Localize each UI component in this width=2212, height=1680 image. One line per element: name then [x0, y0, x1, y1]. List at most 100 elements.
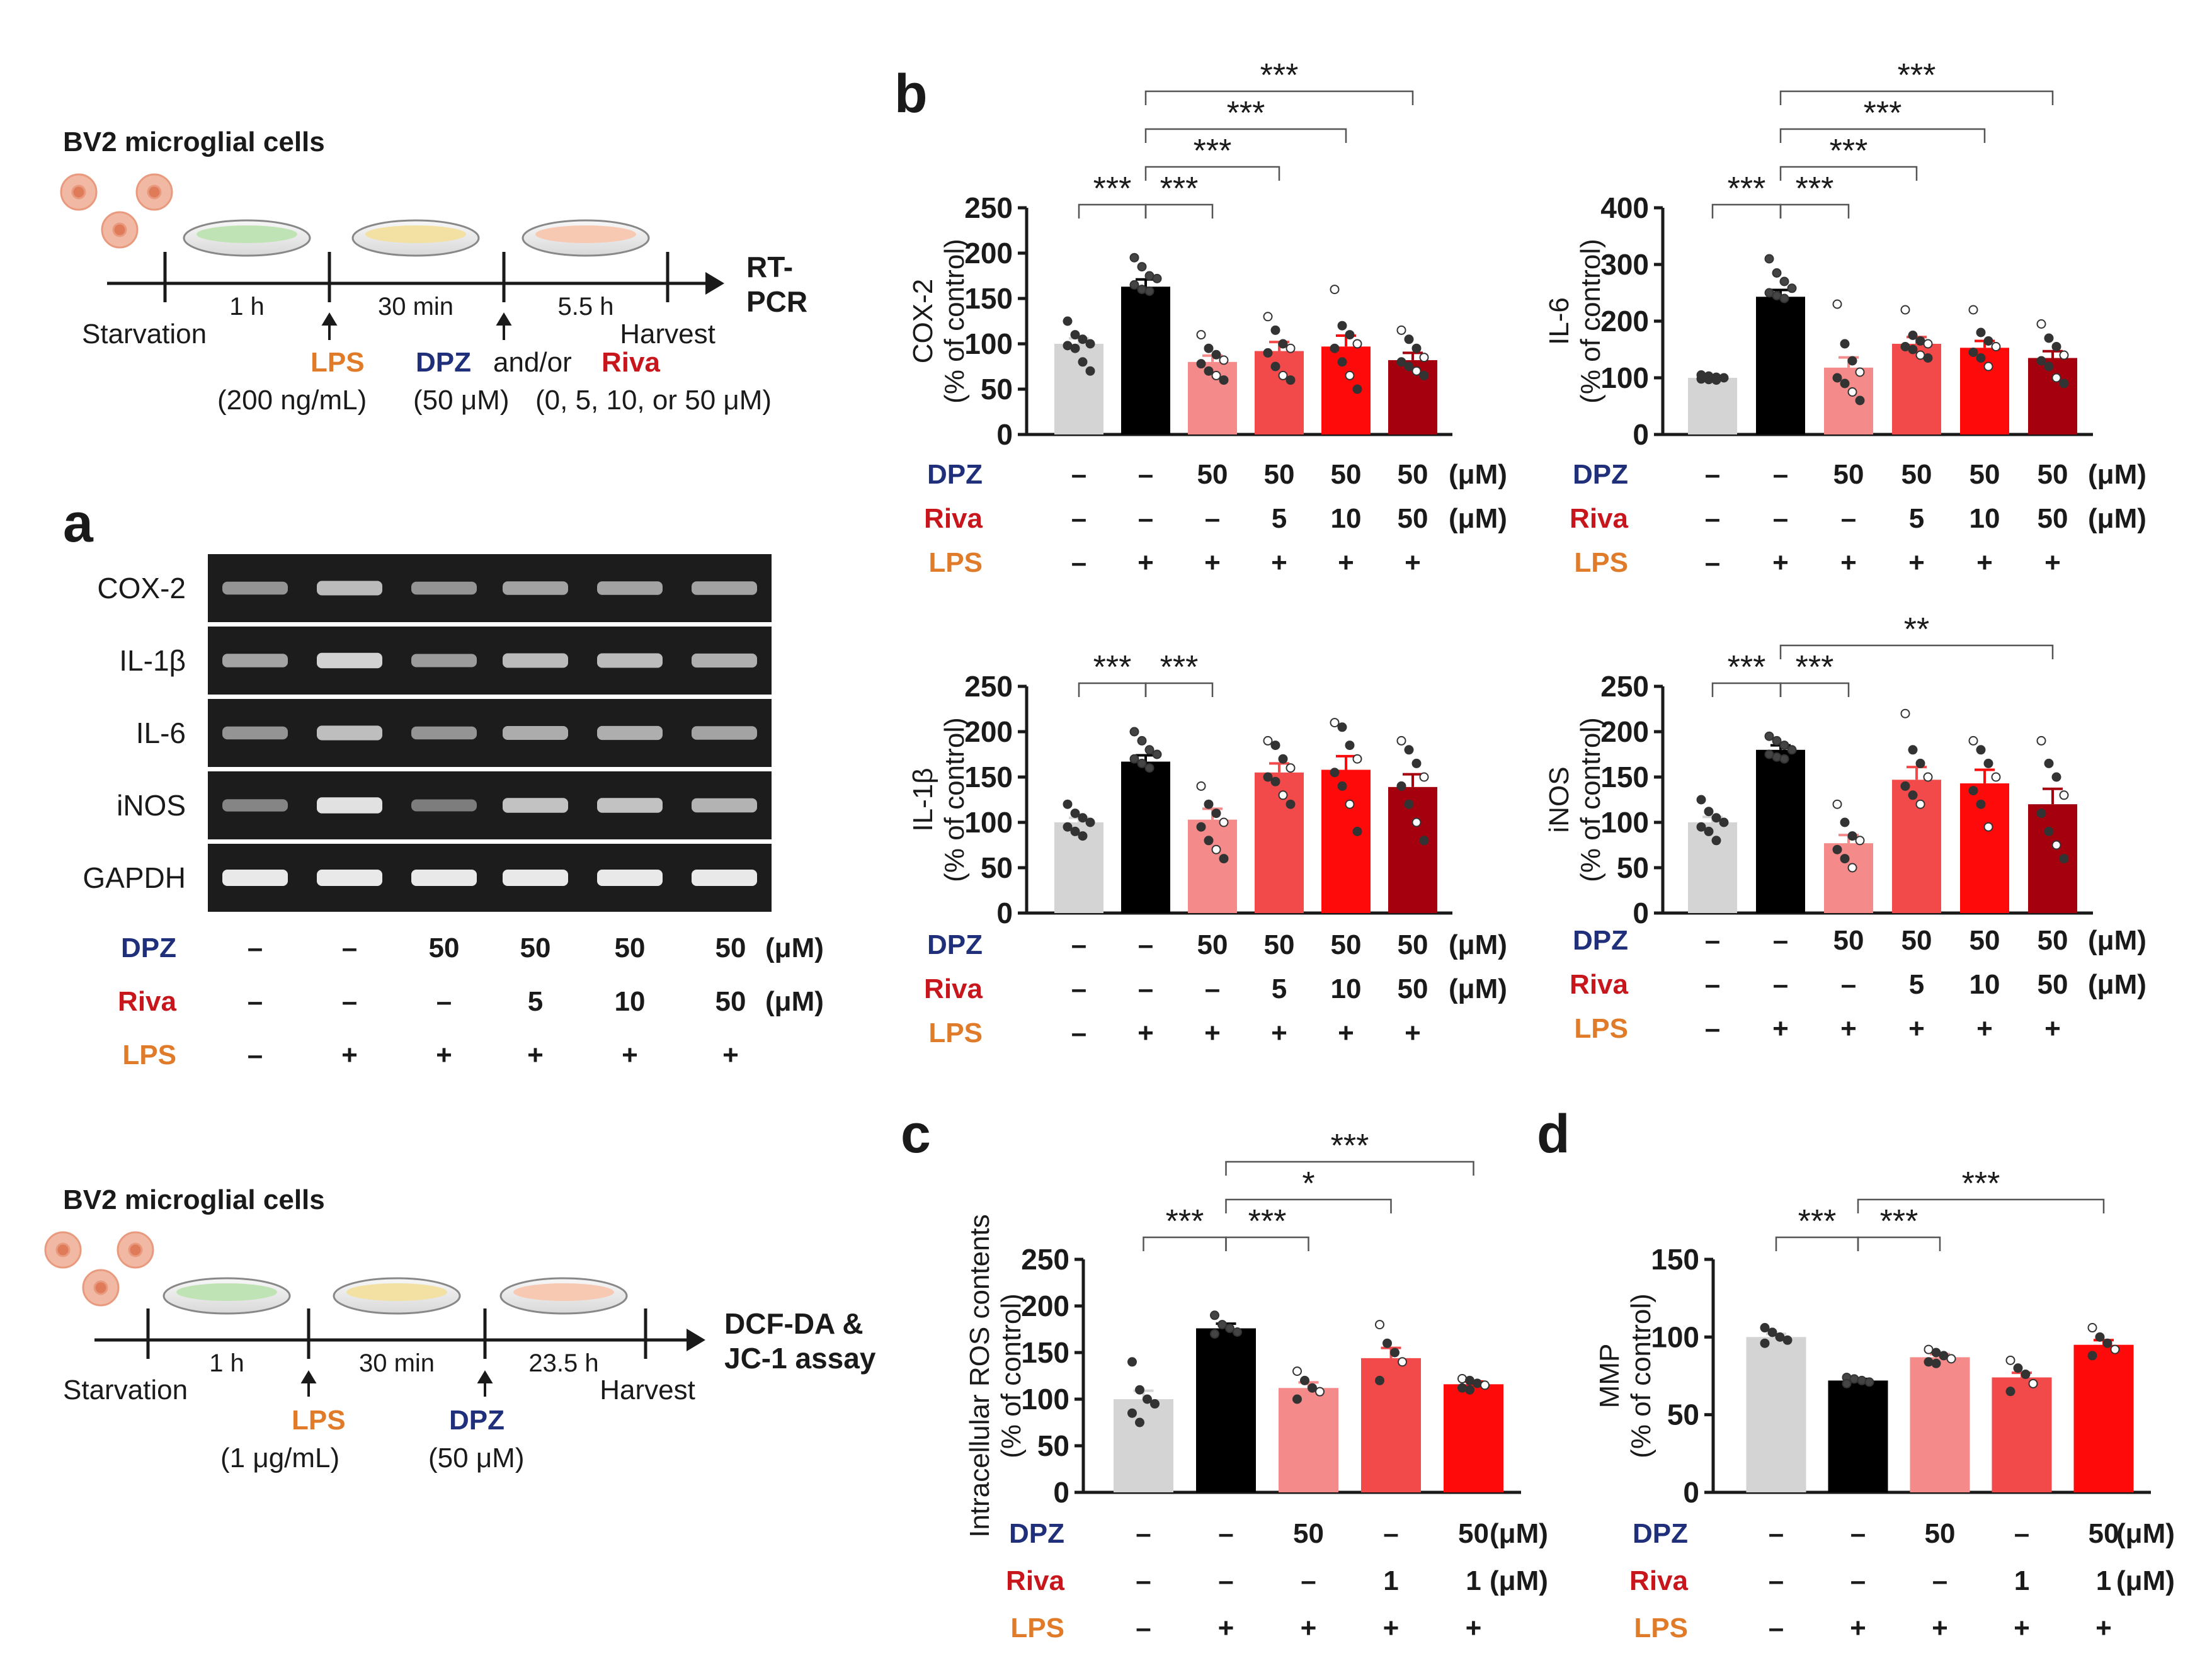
riva-cell: –	[1769, 1565, 1784, 1596]
y-tick-label: 400	[1600, 191, 1649, 224]
lps-cell: +	[2014, 1613, 2030, 1643]
dpz-cell: 50	[1264, 929, 1295, 960]
data-point	[1070, 343, 1080, 353]
schema-top-title: BV2 microglial cells	[63, 127, 325, 157]
sig-bracket	[1225, 1161, 1474, 1176]
data-point	[1196, 359, 1206, 369]
gel-band	[503, 653, 568, 668]
data-point	[1144, 745, 1154, 755]
y-tick-label: 250	[1021, 1243, 1069, 1276]
lps-label: LPS	[311, 347, 365, 378]
data-point	[1908, 331, 1918, 340]
data-point	[1337, 781, 1347, 791]
riva-cell: 5	[1272, 503, 1287, 534]
dpz-cell: –	[248, 933, 263, 963]
riva-cell: 1	[1466, 1565, 1481, 1596]
data-point	[1270, 361, 1280, 372]
riva-cell: 10	[1970, 969, 2000, 1000]
riva-cell: 5	[1909, 969, 1924, 1000]
lps-cell: –	[1136, 1613, 1151, 1643]
data-point	[1196, 781, 1206, 791]
dpz-label: DPZ	[449, 1405, 505, 1436]
data-point	[1127, 1408, 1137, 1418]
sig-label: ***	[1166, 1203, 1204, 1240]
data-point	[1779, 754, 1789, 764]
dpz-cell: 50	[1293, 1518, 1324, 1549]
sig-label: ***	[1093, 171, 1132, 207]
dpz-unit: (μM)	[1449, 929, 1507, 960]
data-point	[1832, 799, 1842, 809]
data-point	[1063, 799, 1073, 809]
data-point	[1337, 357, 1347, 367]
data-point	[1330, 718, 1340, 728]
dpz-row-label: DPZ	[1009, 1518, 1064, 1549]
lps-cell: +	[1908, 1013, 1925, 1044]
gel-row-label: iNOS	[117, 789, 186, 822]
y-tick-label: 0	[996, 897, 1013, 929]
culture-dish-icon	[183, 219, 650, 257]
arrow-up-icon	[321, 312, 512, 340]
lps-cell: –	[1705, 547, 1720, 578]
gel-band	[503, 798, 568, 813]
data-point	[1411, 366, 1422, 376]
gel-band	[411, 581, 477, 595]
data-point	[1129, 280, 1139, 290]
riva-cell: –	[1932, 1565, 1947, 1596]
sig-bracket	[1779, 682, 1850, 697]
data-point	[1396, 735, 1406, 746]
lps-cell: +	[1137, 1018, 1154, 1048]
riva-unit: (μM)	[1449, 503, 1507, 534]
lps-cell: +	[722, 1040, 739, 1070]
data-point	[2051, 342, 2061, 351]
lps-cell: –	[1705, 1013, 1720, 1044]
riva-row-label: Riva	[1570, 503, 1628, 534]
riva-cell: –	[1301, 1565, 1316, 1596]
dpz-unit: (μM)	[1490, 1518, 1548, 1549]
dpz-cell: –	[1071, 929, 1086, 960]
sig-label: ***	[1898, 57, 1936, 94]
bar	[1188, 819, 1237, 913]
riva-cell: –	[1705, 503, 1720, 534]
dpz-cell: 50	[1925, 1518, 1956, 1549]
lps-row-label: LPS	[928, 1018, 983, 1048]
riva-cell: 1	[2014, 1565, 2029, 1596]
dpz-cell: –	[1383, 1518, 1398, 1549]
data-point	[1847, 387, 1857, 397]
y-tick-label: 50	[1037, 1429, 1069, 1462]
gel-band	[692, 798, 757, 813]
gel-band	[411, 799, 477, 812]
data-point	[1976, 799, 1986, 809]
data-point	[1135, 1385, 1144, 1395]
data-point	[1991, 772, 2001, 782]
bar	[1992, 1377, 2052, 1492]
data-point	[1847, 356, 1857, 366]
sig-bracket	[1144, 90, 1414, 105]
riva-row-label: Riva	[118, 986, 176, 1017]
data-point	[1352, 754, 1362, 764]
data-point	[1278, 790, 1288, 800]
lps-cell: +	[1772, 547, 1789, 578]
dpz-cell: 50	[1197, 459, 1228, 490]
bar	[1892, 344, 1941, 434]
data-point	[1779, 276, 1789, 287]
gel-band	[222, 581, 288, 595]
duration-2: 30 min	[378, 293, 453, 321]
schema-top: BV2 microglial cells 1 h 30 min 5.5 h St…	[60, 127, 807, 416]
lps-row-label: LPS	[1574, 547, 1628, 578]
gel-row-label: COX-2	[97, 572, 186, 604]
data-point	[1908, 790, 1918, 800]
data-point	[1345, 330, 1355, 340]
data-point	[1968, 786, 1978, 796]
data-point	[1263, 312, 1273, 322]
data-point	[1465, 1385, 1474, 1395]
sig-label: ***	[1796, 171, 1834, 207]
data-point	[1219, 375, 1229, 385]
data-point	[1915, 799, 1925, 809]
data-point	[1225, 1324, 1234, 1334]
gel-band	[692, 653, 757, 668]
data-point	[1390, 1348, 1400, 1358]
riva-dose: (0, 5, 10, or 50 μM)	[535, 385, 772, 416]
lps-row-label: LPS	[928, 547, 983, 578]
